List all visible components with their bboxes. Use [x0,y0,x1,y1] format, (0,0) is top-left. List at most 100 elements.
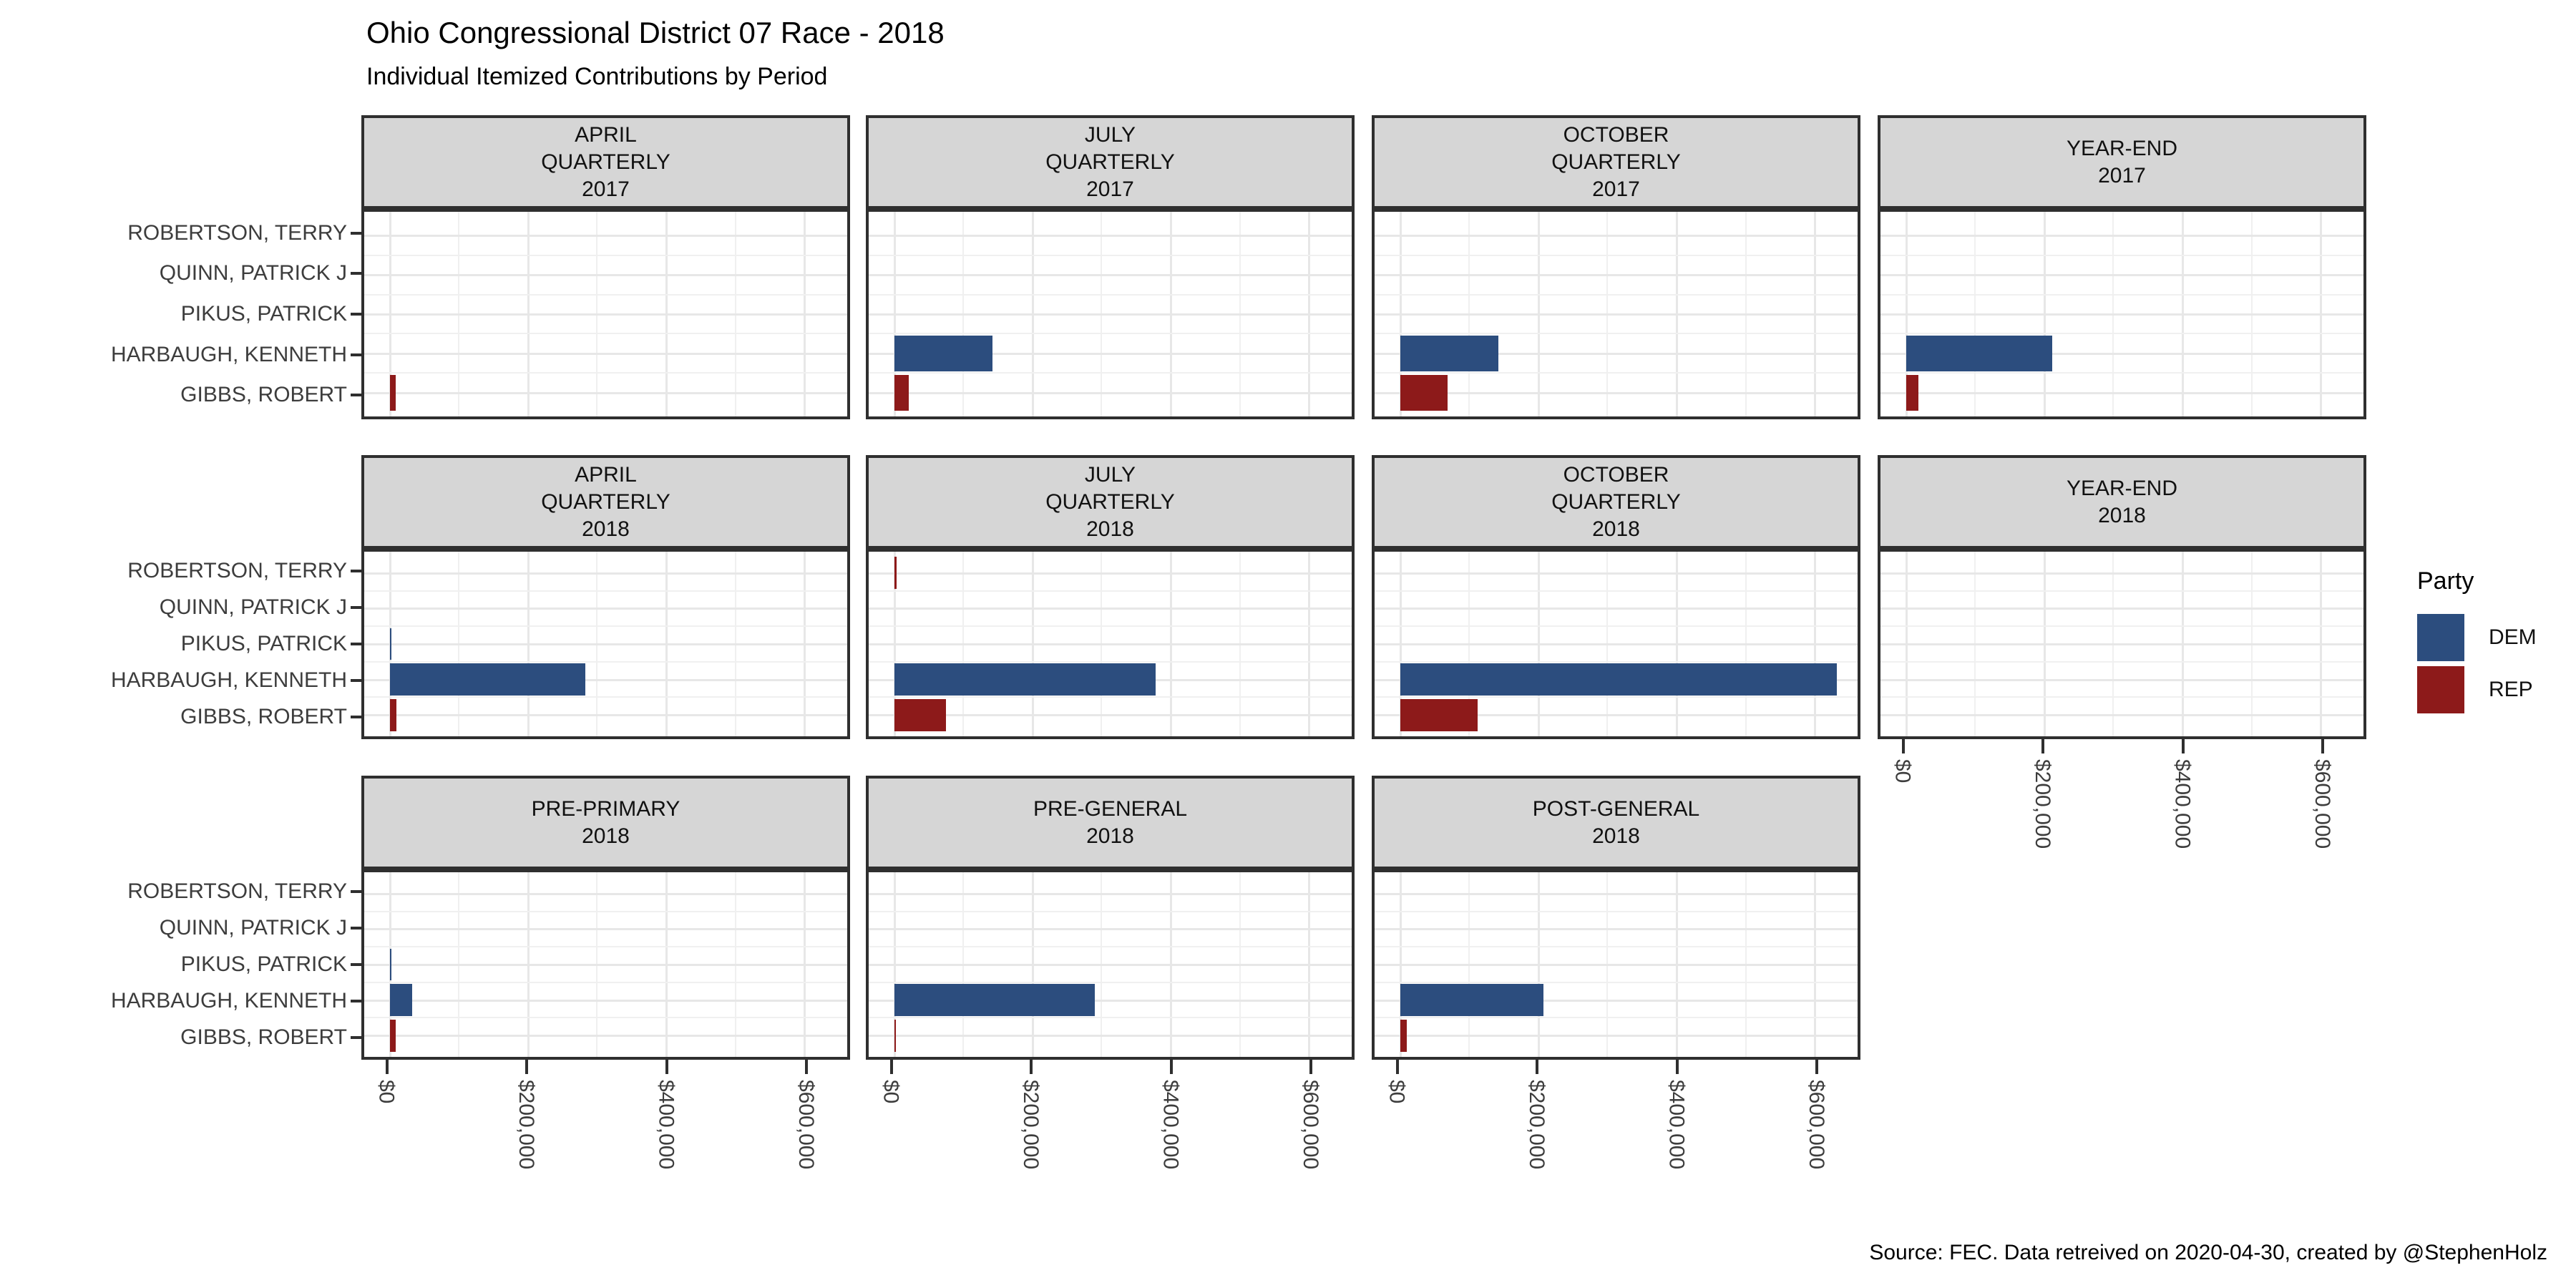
gridline-horizontal [364,313,847,316]
facet-strip: APRIL QUARTERLY 2017 [361,115,850,209]
gridline-horizontal-minor [1375,660,1858,663]
y-axis-tick [351,716,362,719]
bar-dem [389,984,413,1016]
gridline-horizontal-minor [1880,254,2363,256]
y-axis-tick [351,889,362,893]
gridline-horizontal [1375,964,1858,966]
facet-strip-line: 2017 [2098,163,2146,187]
gridline-horizontal [364,928,847,931]
gridline-horizontal-minor [869,946,1352,948]
gridline-horizontal [1375,643,1858,645]
gridline-horizontal [1375,352,1858,355]
x-axis-tick-label: $400,000 [1158,1080,1183,1170]
facet-strip-line: 2017 [1086,177,1134,201]
gridline-horizontal [364,643,847,645]
gridline-horizontal-minor [1375,910,1858,912]
gridline-horizontal [1375,608,1858,610]
x-axis-tick [525,1060,529,1074]
gridline-horizontal-minor [869,254,1352,256]
gridline-horizontal [364,714,847,717]
bar-dem [894,336,992,371]
facet-strip-label: PRE-PRIMARY 2018 [532,796,680,850]
gridline-horizontal [364,892,847,895]
x-axis-tick-label: $200,000 [1019,1080,1043,1170]
bar-rep [1400,375,1448,411]
gridline-horizontal [869,572,1352,575]
gridline-horizontal [1880,608,2363,610]
gridline-horizontal-minor [1880,625,2363,628]
gridline-horizontal-minor [364,254,847,256]
gridline-horizontal-minor [364,660,847,663]
facet-panel [1878,209,2366,419]
gridline-horizontal-minor [869,590,1352,592]
chart-subtitle: Individual Itemized Contributions by Per… [366,63,828,90]
bar-dem [1400,663,1838,696]
gridline-horizontal-minor [869,660,1352,663]
x-axis-tick [1536,1060,1539,1074]
gridline-horizontal [1880,643,2363,645]
facet-strip-line: 2017 [1592,177,1640,201]
gridline-horizontal [1880,714,2363,717]
facet-strip-line: YEAR-END [2066,136,2178,160]
legend-items: DEM REP [2417,614,2537,713]
x-axis-tick [1815,1060,1819,1074]
y-axis-tick [351,313,362,316]
gridline-horizontal [364,235,847,237]
facet-strip-line: QUARTERLY [541,150,670,174]
bar-dem [1400,984,1544,1016]
bar-dem [1906,336,2053,371]
x-axis-tick-label: $0 [1890,759,1915,784]
facet-strip: POST-GENERAL 2018 [1372,776,1860,869]
x-axis-tick-label: $0 [879,1080,903,1104]
gridline-horizontal [869,391,1352,394]
chart-title: Ohio Congressional District 07 Race - 20… [366,16,945,49]
gridline-horizontal [1375,892,1858,895]
gridline-horizontal [1375,391,1858,394]
y-axis-tick [351,1000,362,1003]
gridline-horizontal-minor [364,981,847,983]
facet-strip-label: YEAR-END 2017 [2067,135,2177,190]
gridline-horizontal [869,714,1352,717]
bar-rep [1906,375,1918,411]
y-axis-label: GIBBS, ROBERT [180,705,347,729]
gridline-horizontal-minor [364,625,847,628]
facet-strip-line: PRE-PRIMARY [531,796,680,821]
facet-strip-line: QUARTERLY [1551,150,1681,174]
facet-panel [361,869,850,1060]
facet-panel [866,549,1355,739]
facet-strip-line: APRIL [575,122,637,147]
facet-strip-line: JULY [1084,122,1136,147]
gridline-horizontal-minor [364,696,847,698]
y-axis-tick [351,963,362,966]
x-axis-tick [665,1060,668,1074]
legend-swatch-rep [2417,666,2464,713]
gridline-horizontal-minor [869,910,1352,912]
x-axis-tick [805,1060,809,1074]
gridline-horizontal [364,391,847,394]
gridline-horizontal [364,274,847,276]
gridline-horizontal-minor [1880,590,2363,592]
facet-strip-line: POST-GENERAL [1532,796,1700,821]
gridline-horizontal [364,1035,847,1038]
facet-strip-line: 2018 [2098,503,2146,527]
facet-panel [361,549,850,739]
gridline-horizontal-minor [869,372,1352,374]
bar-dem [894,663,1156,696]
bar-rep [894,375,909,411]
facet-strip-line: 2018 [1592,824,1640,848]
facet-panel [1372,869,1860,1060]
bar-rep [389,1019,396,1052]
facet-strip: OCTOBER QUARTERLY 2017 [1372,115,1860,209]
gridline-horizontal-minor [1375,333,1858,335]
x-axis-tick-label: $400,000 [2170,759,2195,849]
gridline-horizontal-minor [869,696,1352,698]
source-caption: Source: FEC. Data retreived on 2020-04-3… [1869,1241,2547,1264]
facet-strip-line: 2018 [1592,517,1640,541]
bar-dem [389,663,585,696]
facet-strip: YEAR-END 2017 [1878,115,2366,209]
gridline-horizontal-minor [364,333,847,335]
facet-strip-label: OCTOBER QUARTERLY 2017 [1551,122,1681,203]
legend-item: DEM [2417,614,2537,661]
y-axis-label: ROBERTSON, TERRY [127,220,347,245]
